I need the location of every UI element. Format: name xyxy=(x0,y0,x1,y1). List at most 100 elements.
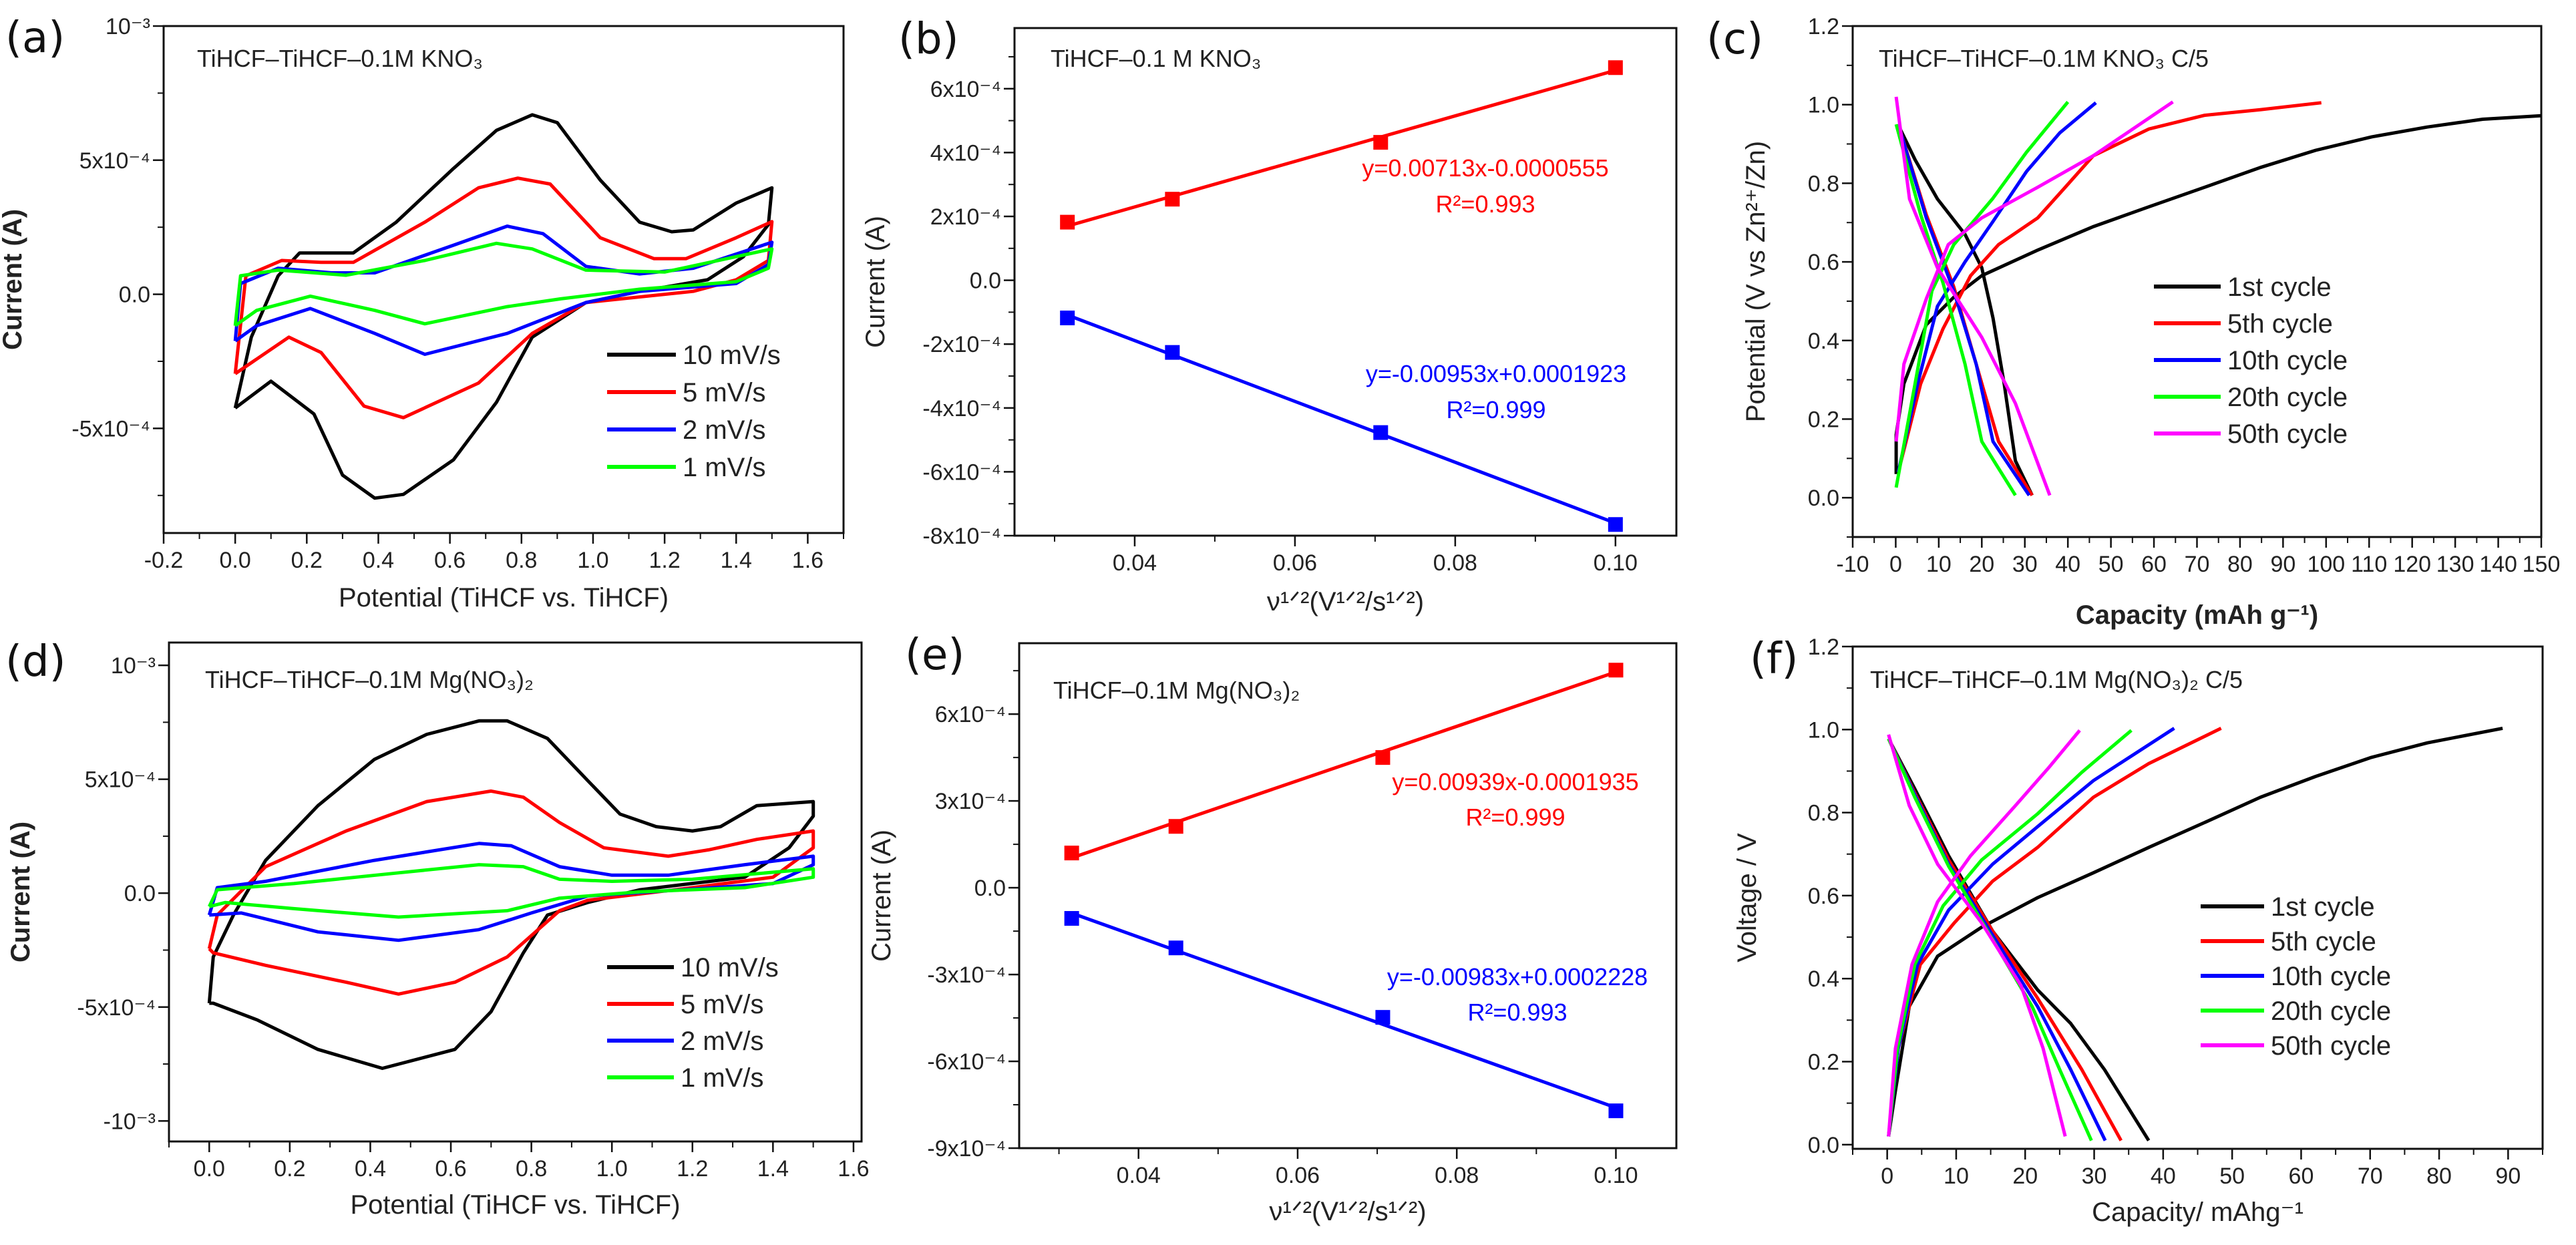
x-tick-label: 0.04 xyxy=(1113,550,1157,576)
legend: 1st cycle 5th cycle 10th cycle 20th cycle 50… xyxy=(2201,892,2391,1061)
y-tick-label: 10⁻³ xyxy=(106,14,150,39)
legend-label: 5th cycle xyxy=(2271,927,2376,956)
x-tick-label: 0.0 xyxy=(194,1156,225,1182)
fit-line xyxy=(1071,670,1617,860)
plot-area xyxy=(1060,60,1623,532)
fit-equation: y=-0.00953x+0.0001923 xyxy=(1366,360,1626,387)
y-tick-label: -2x10⁻⁴ xyxy=(922,332,1001,357)
y-tick-label: 1.2 xyxy=(1808,635,1839,660)
series-5th-cycle-charge xyxy=(1896,101,2322,473)
x-tick-label: 0.4 xyxy=(363,548,394,573)
data-point-anodic xyxy=(1165,192,1180,207)
fit-equation: y=-0.00983x+0.0002228 xyxy=(1387,963,1648,991)
x-tick-label: 1.6 xyxy=(792,548,823,573)
legend-label: 5 mV/s xyxy=(681,990,763,1019)
data-point-cathodic xyxy=(1064,911,1079,926)
plot-frame xyxy=(162,25,845,534)
y-tick-label: -3x10⁻⁴ xyxy=(927,962,1006,988)
x-tick-label: 80 xyxy=(2426,1164,2452,1189)
y-tick-label: 0.8 xyxy=(1808,801,1839,826)
fit-r-squared: R²=0.999 xyxy=(1465,804,1565,831)
x-tick-label: 0.2 xyxy=(291,548,323,573)
y-tick-label: 6x10⁻⁴ xyxy=(930,77,1001,102)
legend-label: 50th cycle xyxy=(2227,419,2348,449)
x-axis-label: ν¹ᐟ²(V¹ᐟ²/s¹ᐟ²) xyxy=(1267,587,1424,616)
x-tick-label: 1.0 xyxy=(577,548,608,573)
series-20th-cycle-charge xyxy=(1894,101,2070,488)
panel-label: (c) xyxy=(1706,15,1763,64)
panel-e: 0.04 0.06 0.08 0.10 -9x10⁻⁴ -6x10⁻⁴ -3x10⁻⁴ 0.0… xyxy=(867,631,1678,1226)
x-tick-label: 80 xyxy=(2227,552,2253,577)
x-tick-label: 20 xyxy=(1969,552,1994,577)
x-tick-label: 60 xyxy=(2289,1164,2314,1189)
y-tick-label: 0.0 xyxy=(974,876,1006,901)
panel-title: TiHCF–0.1M Mg(NO₃)₂ xyxy=(1053,677,1300,704)
y-tick-label: 5x10⁻⁴ xyxy=(85,767,156,793)
fit-equation: y=0.00939x-0.0001935 xyxy=(1392,768,1638,795)
x-tick-label: 50 xyxy=(2219,1164,2245,1189)
plot-area xyxy=(1887,726,2503,1141)
y-tick-label: 6x10⁻⁴ xyxy=(935,702,1006,727)
legend-label: 1 mV/s xyxy=(681,1063,763,1093)
fit-line xyxy=(1067,313,1616,525)
x-tick-label: 70 xyxy=(2358,1164,2383,1189)
data-point-cathodic xyxy=(1060,311,1075,326)
fit-line xyxy=(1067,68,1616,228)
y-tick-label: 0.0 xyxy=(124,881,156,906)
x-axis-label: Capacity/ mAhg⁻¹ xyxy=(2092,1198,2304,1227)
series-10th-cycle-charge xyxy=(1896,101,2097,473)
x-tick-label: 0.08 xyxy=(1433,550,1477,576)
x-tick-label: 0 xyxy=(1889,552,1902,577)
y-tick-label: 10⁻³ xyxy=(111,653,156,679)
x-tick-label: 0.6 xyxy=(435,1156,466,1182)
x-tick-label: 0.8 xyxy=(516,1156,547,1182)
y-tick-label: 0.6 xyxy=(1808,250,1839,275)
series-50th-cycle-charge xyxy=(1887,729,2081,1137)
y-tick-label: 0.0 xyxy=(119,283,150,308)
x-axis-label: Potential (TiHCF vs. TiHCF) xyxy=(339,583,669,612)
y-tick-label: -5x10⁻⁴ xyxy=(77,995,156,1021)
data-point-anodic xyxy=(1373,135,1389,150)
x-tick-label: 1.4 xyxy=(757,1156,789,1182)
x-tick-label: 0.6 xyxy=(434,548,466,573)
data-point-cathodic xyxy=(1373,425,1389,440)
legend-label: 2 mV/s xyxy=(683,415,765,445)
x-tick-label: 40 xyxy=(2151,1164,2176,1189)
data-point-cathodic xyxy=(1608,517,1623,532)
plot-frame xyxy=(1013,27,1678,537)
series-1st-cycle-charge xyxy=(1887,726,2503,1137)
y-tick-label: -10⁻³ xyxy=(104,1109,156,1134)
fit-r-squared: R²=0.999 xyxy=(1446,396,1545,423)
panel-a: -0.2 0.0 0.2 0.4 0.6 0.8 1.0 1.2 1.4 1.6 -5x10⁻⁴ 0.… xyxy=(0,13,845,612)
y-tick-label: -4x10⁻⁴ xyxy=(922,396,1001,421)
plot-area xyxy=(1894,96,2541,496)
series-2-mv-s-loop xyxy=(207,842,815,942)
panel-title: TiHCF–TiHCF–0.1M Mg(NO₃)₂ xyxy=(205,666,534,693)
y-tick-label: -5x10⁻⁴ xyxy=(71,416,150,441)
series-10-mv-s-loop xyxy=(233,113,774,500)
y-tick-label: 0.0 xyxy=(1808,486,1839,511)
plot-frame xyxy=(1851,645,2544,1150)
y-tick-label: -6x10⁻⁴ xyxy=(922,460,1001,485)
x-tick-label: 0.04 xyxy=(1117,1163,1161,1188)
series-10-mv-s-loop xyxy=(207,719,815,1070)
y-tick-label: 0.4 xyxy=(1808,966,1839,992)
data-point-anodic xyxy=(1060,214,1075,230)
legend-label: 10 mV/s xyxy=(683,341,781,370)
x-tick-label: 0.2 xyxy=(274,1156,305,1182)
x-tick-label: 0.10 xyxy=(1594,550,1638,576)
x-tick-label: 60 xyxy=(2141,552,2167,577)
legend-label: 20th cycle xyxy=(2271,997,2391,1026)
legend: 1st cycle 5th cycle 10th cycle 20th cycle 50… xyxy=(2154,273,2348,449)
panel-b: 0.04 0.06 0.08 0.10 -8x10⁻⁴ -6x10⁻⁴ -4x10⁻⁴ -2x… xyxy=(861,15,1678,616)
panel-label: (e) xyxy=(905,631,964,680)
plot-frame xyxy=(168,641,863,1143)
legend: 10 mV/s 5 mV/s 2 mV/s 1 mV/s xyxy=(607,953,779,1093)
y-tick-label: 1.2 xyxy=(1808,14,1839,39)
data-point-cathodic xyxy=(1608,1103,1624,1119)
y-axis-label: Current (A) xyxy=(6,822,35,962)
y-tick-label: 0.6 xyxy=(1808,884,1839,909)
data-point-anodic xyxy=(1608,663,1624,678)
y-tick-label: 0.4 xyxy=(1808,329,1839,354)
plot-frame xyxy=(1851,25,2543,538)
